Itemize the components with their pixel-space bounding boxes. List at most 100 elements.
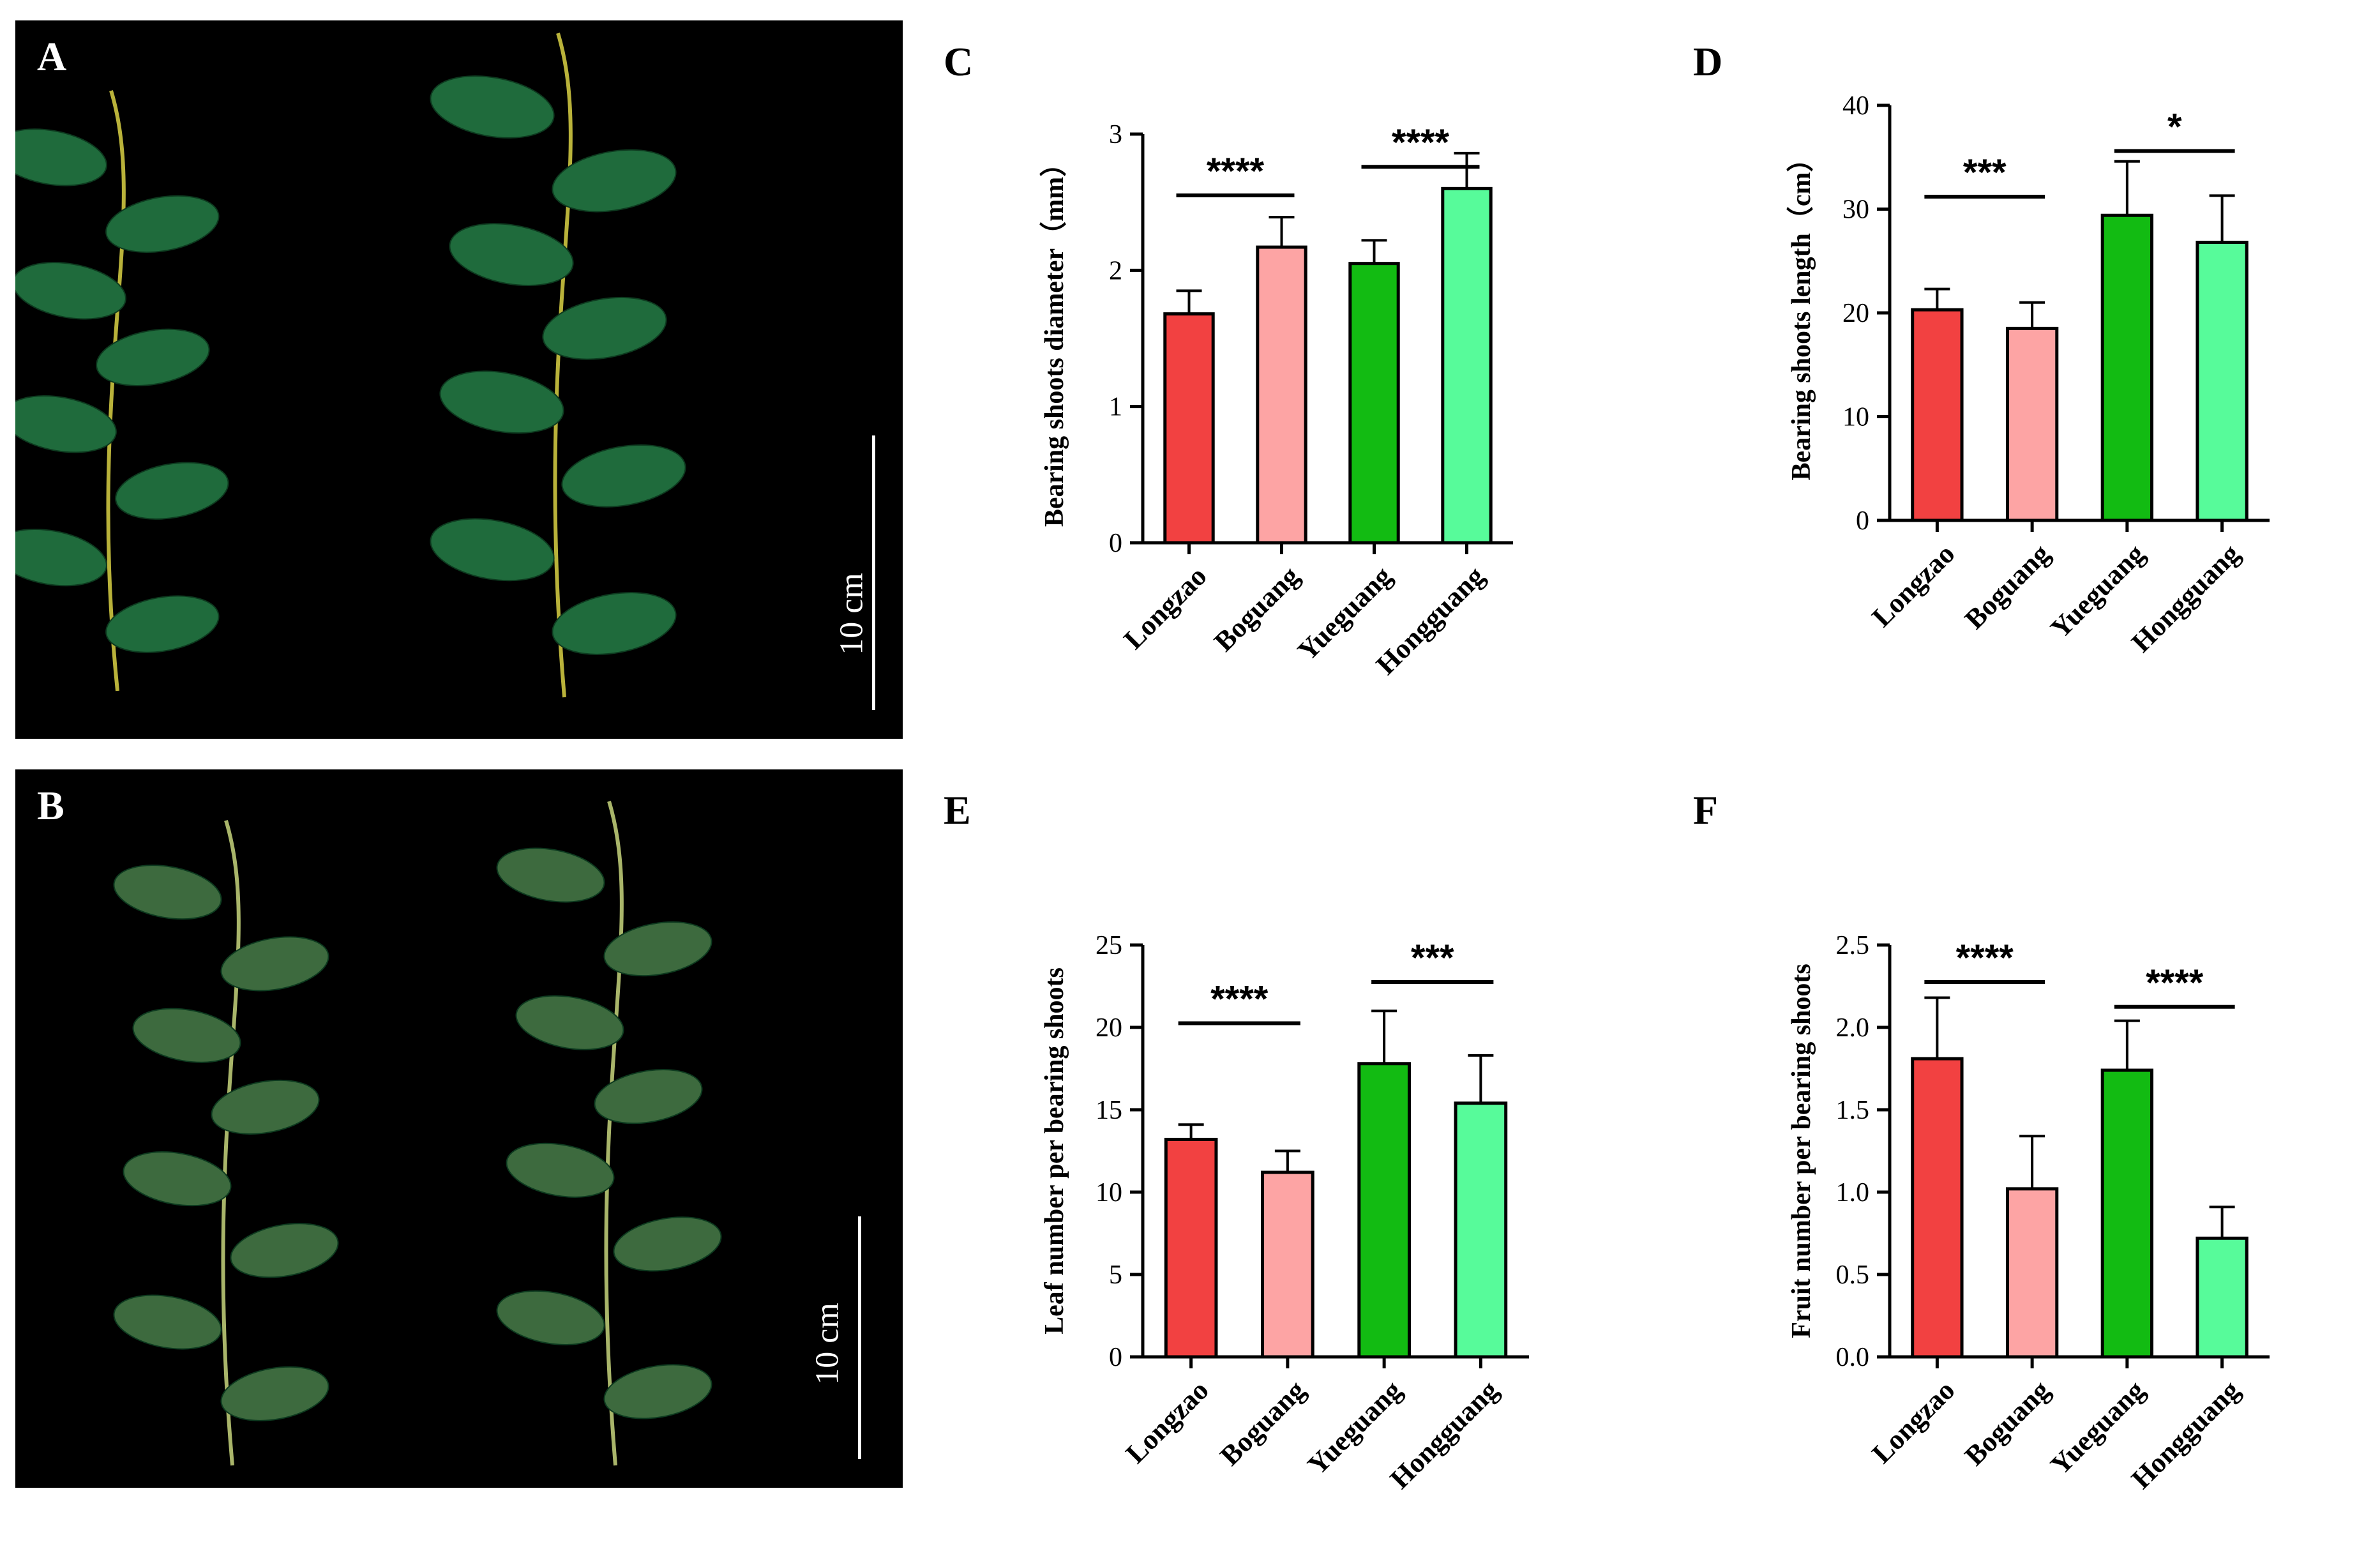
photo-panel-a: A 10 cm: [15, 20, 903, 739]
leaf: [430, 518, 555, 582]
chart-c: 0 1 2 3 Bearing shoots diameter（mm） LongzaoBo…: [1039, 120, 1513, 681]
y-tick-label: 2.5: [1836, 931, 1870, 960]
bar-boguang: [2005, 326, 2059, 522]
chart-d: 0 10 20 30 40 Bearing shoots length（cm） Longza…: [1786, 91, 2270, 658]
x-tick-label: Longzao: [1866, 538, 1961, 633]
bar-longzao: [1163, 312, 1215, 545]
y-tick-label: 10: [1842, 403, 1869, 432]
y-tick-label: 40: [1842, 91, 1869, 121]
leaf: [603, 1364, 712, 1419]
y-tick-label: 0.0: [1836, 1343, 1870, 1372]
leaf: [15, 128, 107, 186]
y-tick-label: 25: [1096, 931, 1122, 960]
y-tick-label: 15: [1096, 1096, 1122, 1125]
leaf: [561, 444, 686, 508]
panel-label-c: C: [944, 39, 974, 84]
bar-yueguang: [1348, 262, 1400, 545]
leaf: [439, 370, 564, 434]
bar-longzao: [1911, 308, 1964, 522]
leaf: [230, 1223, 339, 1278]
y-tick-label: 5: [1109, 1260, 1122, 1290]
x-tick-label: Longzao: [1118, 560, 1213, 655]
y-tick-label: 20: [1096, 1013, 1122, 1043]
leaf: [115, 462, 229, 520]
leaf: [449, 223, 574, 287]
bar-boguang: [2005, 1187, 2059, 1359]
y-tick-label: 2.0: [1836, 1013, 1870, 1043]
bar-yueguang: [1357, 1062, 1411, 1359]
x-tick-label: Boguang: [1208, 560, 1305, 657]
leaf: [220, 936, 329, 992]
photo-panel-b: B 10 cm: [15, 769, 903, 1488]
x-tick-label: Longzao: [1866, 1374, 1961, 1469]
leaf: [132, 1008, 241, 1063]
y-tick-label: 3: [1109, 120, 1122, 149]
scale-bar-b: [858, 1216, 861, 1459]
x-tick-label: Boguang: [1214, 1374, 1311, 1471]
significance-label: ****: [2146, 962, 2204, 1004]
x-tick-label: Boguang: [1959, 1374, 2056, 1471]
leaf: [542, 296, 667, 360]
significance-label: ****: [1956, 937, 2014, 979]
y-tick-label: 20: [1842, 299, 1869, 328]
leaf-cluster-left-a: [15, 33, 686, 698]
panel-label-a: A: [37, 34, 67, 79]
bar-boguang: [1256, 245, 1307, 545]
x-tick-label: Longzao: [1120, 1374, 1215, 1469]
leaf: [430, 75, 555, 139]
y-tick-label: 0: [1856, 506, 1869, 536]
scale-bar-a: [872, 435, 875, 710]
leaf: [15, 395, 117, 453]
leaf: [613, 1216, 722, 1272]
y-tick-label: 2: [1109, 256, 1122, 285]
y-tick-label: 1: [1109, 393, 1122, 422]
y-axis-label: Bearing shoots diameter（mm）: [1039, 150, 1069, 527]
leaf-cluster-b: [113, 801, 722, 1466]
leaf: [603, 921, 712, 977]
leaf: [113, 1294, 222, 1350]
leaf: [496, 847, 605, 903]
stem: [221, 820, 241, 1466]
significance-label: ***: [1963, 152, 2007, 193]
leaf: [211, 1079, 320, 1135]
leaf: [552, 149, 677, 213]
leaf: [496, 1290, 605, 1345]
y-tick-label: 10: [1096, 1178, 1122, 1207]
bar-hongguang: [1441, 186, 1493, 545]
y-tick-label: 30: [1842, 195, 1869, 225]
leaf: [15, 262, 126, 320]
bar-longzao: [1164, 1137, 1218, 1359]
y-tick-label: 0: [1109, 1343, 1122, 1372]
y-axis-label: Fruit number per bearing shoots: [1787, 964, 1816, 1338]
leaf: [105, 595, 220, 653]
panel-label-b: B: [37, 783, 64, 828]
chart-e: 0 5 10 15 20 25 Leaf number per bearing shoots…: [1040, 931, 1529, 1495]
panel-label-d: D: [1693, 39, 1723, 84]
x-tick-label: Boguang: [1959, 538, 2056, 635]
leaf: [515, 995, 624, 1050]
leaf: [552, 592, 677, 655]
leaf: [15, 528, 107, 587]
leaf: [96, 328, 210, 386]
leaf: [506, 1142, 615, 1198]
significance-label: ***: [1411, 937, 1454, 979]
significance-label: *: [2167, 107, 2182, 148]
leaf: [105, 195, 220, 253]
bar-longzao: [1911, 1057, 1964, 1359]
bar-boguang: [1261, 1170, 1314, 1359]
leaf: [594, 1069, 703, 1124]
y-axis-label: Bearing shoots length（cm）: [1786, 145, 1816, 480]
bar-hongguang: [2195, 1236, 2248, 1359]
y-tick-label: 0: [1109, 529, 1122, 558]
significance-label: ****: [1392, 122, 1450, 163]
y-tick-label: 1.0: [1836, 1178, 1870, 1207]
bar-yueguang: [2100, 213, 2154, 522]
bar-yueguang: [2100, 1068, 2154, 1359]
bar-hongguang: [2195, 241, 2248, 522]
significance-label: ****: [1210, 979, 1269, 1020]
leaf: [113, 865, 222, 920]
y-tick-label: 0.5: [1836, 1260, 1870, 1290]
panel-label-e: E: [944, 787, 971, 833]
significance-label: ****: [1207, 151, 1265, 192]
